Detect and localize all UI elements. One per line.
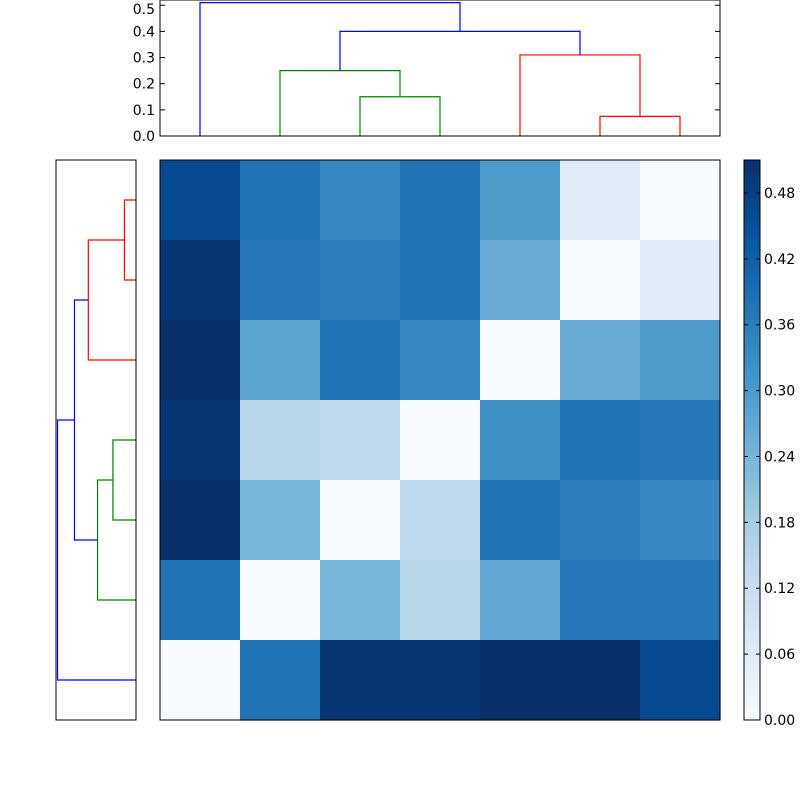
heatmap-cell-r6-c1 (240, 640, 321, 721)
left-dendrogram-link-0 (123, 199, 136, 281)
heatmap-cell-r4-c5 (560, 480, 641, 561)
heatmap-cell-r5-c0 (160, 560, 241, 641)
heatmap-cell-r2-c3 (400, 320, 481, 401)
top-dendrogram-ytick-label: 0.0 (133, 129, 155, 145)
left-dendrogram-link-3 (96, 479, 136, 601)
heatmap-cell-r1-c6 (640, 240, 721, 321)
heatmap-cell-r5-c6 (640, 560, 721, 641)
top-dendrogram-ytick-label: 0.1 (133, 103, 155, 119)
colorbar-tick-label: 0.48 (764, 186, 795, 202)
heatmap-cell-r5-c1 (240, 560, 321, 641)
top-dendrogram-frame (159, 0, 721, 137)
heatmap-cell-r4-c3 (400, 480, 481, 561)
top-dendrogram-ytick-label: 0.5 (133, 2, 155, 18)
heatmap-cell-r5-c3 (400, 560, 481, 641)
heatmap-cell-r4-c2 (320, 480, 401, 561)
heatmap-cell-r6-c3 (400, 640, 481, 721)
heatmap-cell-r6-c5 (560, 640, 641, 721)
heatmap-cell-r0-c5 (560, 160, 641, 241)
heatmap-cell-r3-c5 (560, 400, 641, 481)
left-dendrogram-frame (55, 159, 137, 721)
heatmap (159, 159, 721, 721)
heatmap-cell-r4-c1 (240, 480, 321, 561)
heatmap-cell-r0-c2 (320, 160, 401, 241)
colorbar-fill (744, 160, 760, 720)
heatmap-cell-r3-c3 (400, 400, 481, 481)
heatmap-cell-r6-c4 (480, 640, 561, 721)
colorbar-tick-label: 0.12 (764, 581, 795, 597)
heatmap-cell-r5-c4 (480, 560, 561, 641)
heatmap-cell-r1-c3 (400, 240, 481, 321)
top-dendrogram-link-0 (359, 96, 441, 136)
heatmap-cell-r2-c1 (240, 320, 321, 401)
colorbar-tick-label: 0.24 (764, 449, 795, 465)
top-dendrogram-link-2 (599, 115, 681, 136)
heatmap-cell-r2-c5 (560, 320, 641, 401)
colorbar-tick-label: 0.30 (764, 384, 795, 400)
top-dendrogram-link-1 (279, 70, 401, 136)
left-dendrogram-link-2 (112, 439, 136, 521)
top-dendrogram-link-3 (519, 54, 641, 136)
top-dendrogram: 0.0 0.1 0.2 0.3 0.4 0.5 (133, 0, 721, 145)
heatmap-frame (159, 159, 721, 721)
heatmap-cell-r6-c0 (160, 640, 241, 721)
left-dendrogram-link-4 (73, 299, 98, 541)
heatmap-cell-r4-c6 (640, 480, 721, 561)
top-dendrogram-ytick-label: 0.2 (133, 77, 155, 93)
heatmap-cell-r0-c3 (400, 160, 481, 241)
colorbar-tick-label: 0.36 (764, 318, 795, 334)
top-dendrogram-ytick-label: 0.3 (133, 51, 155, 67)
heatmap-cell-r3-c2 (320, 400, 401, 481)
colorbar: 0.00 0.06 0.12 0.18 0.24 0.30 0.36 0.42 0.48 (743, 159, 795, 729)
heatmap-cell-r1-c1 (240, 240, 321, 321)
heatmap-cell-r3-c0 (160, 400, 241, 481)
heatmap-cell-r5-c5 (560, 560, 641, 641)
heatmap-cell-r0-c1 (240, 160, 321, 241)
heatmap-cell-r6-c6 (640, 640, 721, 721)
heatmap-cell-r1-c0 (160, 240, 241, 321)
heatmap-cell-r3-c6 (640, 400, 721, 481)
heatmap-cell-r2-c0 (160, 320, 241, 401)
left-dendrogram (55, 159, 137, 721)
top-dendrogram-link-5 (199, 2, 461, 136)
colorbar-tick-label: 0.00 (764, 713, 795, 729)
heatmap-cell-r2-c6 (640, 320, 721, 401)
heatmap-cell-r2-c2 (320, 320, 401, 401)
heatmap-cell-r0-c0 (160, 160, 241, 241)
top-dendrogram-link-4 (339, 30, 581, 71)
colorbar-tick-label: 0.18 (764, 515, 795, 531)
colorbar-tick-label: 0.42 (764, 252, 795, 268)
colorbar-tick-label: 0.06 (764, 647, 795, 663)
heatmap-cell-r1-c2 (320, 240, 401, 321)
top-dendrogram-ytick-label: 0.4 (133, 24, 155, 40)
heatmap-cell-r4-c0 (160, 480, 241, 561)
heatmap-cell-r0-c4 (480, 160, 561, 241)
heatmap-cell-r2-c4 (480, 320, 561, 401)
left-dendrogram-link-5 (56, 419, 136, 681)
heatmap-cell-r6-c2 (320, 640, 401, 721)
heatmap-cell-r3-c4 (480, 400, 561, 481)
heatmap-cell-r5-c2 (320, 560, 401, 641)
heatmap-cell-r1-c4 (480, 240, 561, 321)
heatmap-cell-r3-c1 (240, 400, 321, 481)
heatmap-cell-r0-c6 (640, 160, 721, 241)
heatmap-cell-r1-c5 (560, 240, 641, 321)
heatmap-cell-r4-c4 (480, 480, 561, 561)
colorbar-frame (743, 159, 761, 721)
left-dendrogram-link-1 (87, 239, 136, 361)
